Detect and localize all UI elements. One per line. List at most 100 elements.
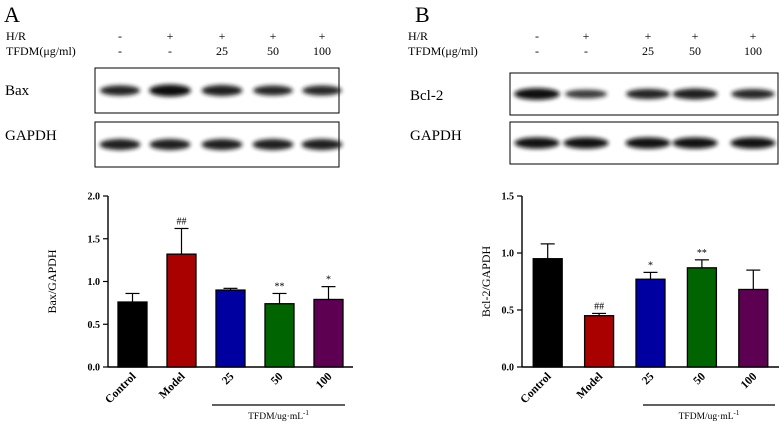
blot-band [149,139,191,150]
bar-50 [264,303,295,368]
x-category-label: Control [103,371,138,406]
blot-band [672,137,718,149]
bar-25 [215,289,246,368]
panel-b-hr-label: H/R [408,29,428,43]
blot-band [253,85,293,96]
panel-a-hr-values: - + + + + [118,29,326,43]
y-tick-label: 0.5 [88,320,101,331]
treatment-hr-value: + [645,29,652,43]
treatment-tfdm-value: 50 [267,44,279,58]
blot-band [301,139,343,150]
blot-band [626,88,670,100]
treatment-hr-value: - [118,29,122,43]
bar-100 [313,298,344,368]
x-category-label: Model [157,371,188,402]
x-category-label: 50 [691,370,708,387]
x-category-label: 50 [269,370,286,387]
blot-band [563,137,609,149]
x-category-label: Control [518,371,553,406]
treatment-hr-value: + [219,29,226,43]
bar-model [166,253,197,368]
treatment-tfdm-value: 100 [313,44,331,58]
panel-a-bax-bands [100,84,342,97]
blot-band [99,139,141,150]
group-label: TFDM/ug·mL-1 [679,409,740,422]
significance-mark: * [326,275,331,286]
treatment-hr-value: + [319,29,326,43]
treatment-tfdm-value: 25 [642,44,654,58]
treatment-hr-value: + [750,29,757,43]
treatment-tfdm-value: - [168,44,172,58]
y-tick-label: 1.0 [502,249,515,260]
bar-100 [738,288,769,368]
y-tick-label: 1.5 [88,234,101,245]
panel-b: B H/R TFDM(μg/ml) - + + + + - -25 50 100 Bcl-2 … [408,2,779,422]
panel-b-hr-values: - + + + + [535,29,757,43]
x-category-label: 100 [314,370,335,391]
x-category-label: 25 [640,370,657,387]
y-axis-label: Bax/GAPDH [45,249,59,313]
treatment-hr-value: + [583,29,590,43]
y-tick-label: 1.0 [88,277,101,288]
y-tick-label: 1.5 [502,192,515,203]
panel-a-blot-label-gapdh: GAPDH [5,128,57,144]
treatment-tfdm-value: - [584,44,588,58]
treatment-hr-value: - [535,29,539,43]
treatment-tfdm-value: 25 [216,44,228,58]
blot-band [252,139,294,150]
blot-band [201,139,243,150]
blot-band [201,85,243,96]
treatment-tfdm-value: 100 [744,44,762,58]
blot-band [100,85,140,96]
panel-b-tfdm-values: - - 25 50 100 [535,44,762,58]
panel-b-tfdm-label: TFDM(μg/ml) [408,44,478,58]
panel-b-letter: B [415,2,430,27]
significance-mark: * [648,260,653,271]
panel-a-letter: A [4,2,20,27]
panel-a-tfdm-label: TFDM(μg/ml) [6,44,76,58]
panel-a-hr-label: H/R [6,29,26,43]
blot-band [672,88,718,100]
y-tick-label: 0.0 [88,363,101,374]
panel-b-blot-label-gapdh: GAPDH [410,128,462,144]
blot-band [625,137,671,149]
panel-b-bcl2-bands [514,88,775,100]
chart-bax: 0.0 0.5 1.0 1.5 2.0 Bax/GAPDH Control ## Model 25… [45,192,353,422]
treatment-tfdm-value: 50 [689,44,701,58]
bar-25 [635,278,666,368]
significance-mark: ** [275,281,285,292]
panel-a-blot-label-bax: Bax [5,83,30,99]
blot-band [730,137,776,149]
blot-band [514,137,560,149]
treatment-tfdm-value: - [535,44,539,58]
treatment-hr-value: + [167,29,174,43]
bar-model [583,315,615,368]
bar-control [117,301,148,368]
panel-b-blot-label-bcl2: Bcl-2 [410,88,443,104]
x-category-label: 25 [220,370,237,387]
blot-band [302,85,342,96]
x-category-label: 100 [739,370,760,391]
group-label: TFDM/ug·mL-1 [248,409,309,422]
chart-bcl2: 0.0 0.5 1.0 1.5 Bcl-2/GAPDH Control ## Model * 25… [479,192,779,422]
bar-50 [686,267,718,368]
bar-control [532,258,563,368]
treatment-hr-value: + [270,29,277,43]
significance-mark: ** [697,248,707,259]
panel-a-gapdh-bands [99,139,343,150]
panel-b-gapdh-bands [514,137,776,149]
y-tick-label: 0.5 [502,306,515,317]
x-category-label: Model [575,371,606,402]
panel-a: A H/R TFDM(μg/ml) - + + + + - -25 50 100 Bax GA… [4,2,353,422]
significance-mark: ## [594,301,604,312]
blot-band [564,89,608,99]
blot-band [731,89,775,99]
blot-band [149,84,191,97]
blot-band [514,88,560,100]
panel-a-tfdm-values: - - 25 50 100 [118,44,331,58]
y-tick-label: 0.0 [502,363,515,374]
y-tick-label: 2.0 [88,192,101,203]
significance-mark: ## [177,216,187,227]
treatment-tfdm-value: - [118,44,122,58]
treatment-hr-value: + [692,29,699,43]
